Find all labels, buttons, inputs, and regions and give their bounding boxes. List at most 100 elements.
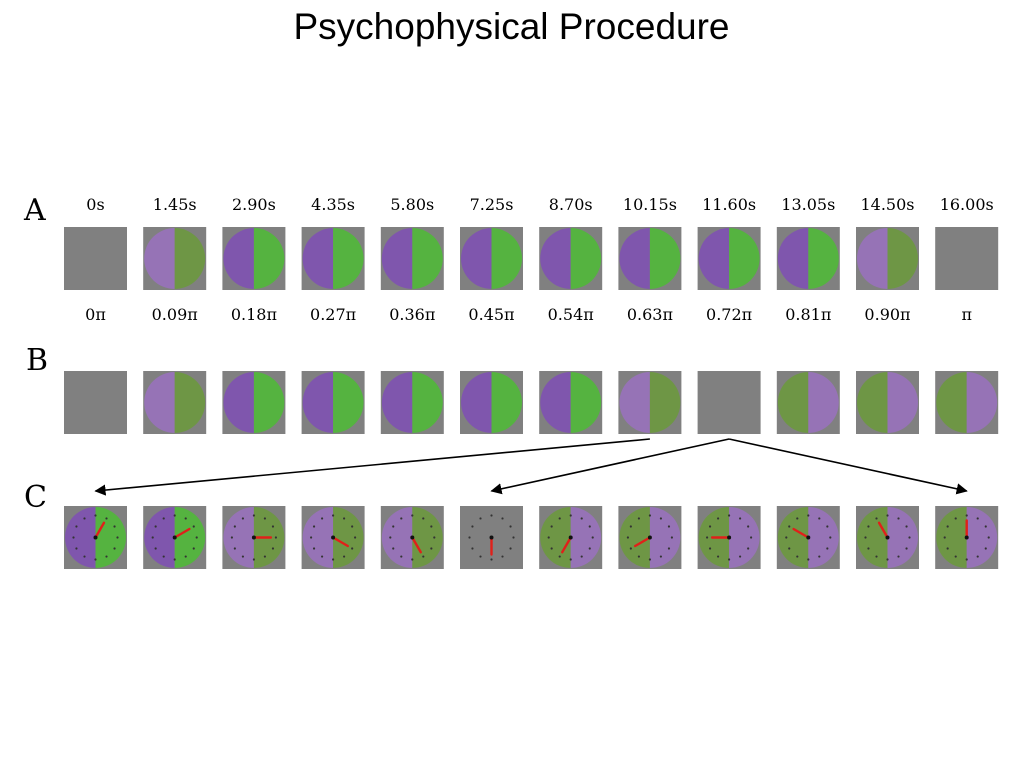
clock-tick: [708, 547, 712, 550]
clock-tick: [274, 536, 277, 539]
frame-c: [460, 506, 523, 569]
clock-tick: [965, 514, 968, 517]
clock-tick: [591, 536, 594, 539]
phase-label: 0.18π: [231, 305, 277, 324]
clock-tick: [162, 517, 165, 520]
clock-tick: [422, 517, 425, 520]
clock-tick: [509, 525, 512, 528]
clock-tick: [905, 547, 908, 550]
time-label: 5.80s: [390, 195, 434, 214]
clock-tick: [886, 514, 889, 517]
clock-face: [468, 514, 515, 561]
time-label: 10.15s: [623, 195, 677, 214]
clock-tick: [897, 517, 900, 520]
clock-center: [964, 535, 969, 540]
phase-label: 0.54π: [548, 305, 594, 324]
clock-tick: [818, 517, 821, 520]
frame-a: [64, 227, 127, 290]
frame-b: [935, 371, 999, 434]
frame-a: [143, 227, 207, 290]
clock-tick: [667, 547, 671, 550]
clock-tick: [670, 536, 674, 539]
clock-tick: [626, 536, 630, 539]
clock-tick: [785, 536, 788, 539]
frame-c: [539, 506, 603, 569]
panel-a-label: A: [23, 193, 46, 228]
time-label: 13.05s: [781, 195, 835, 214]
clock-tick: [788, 547, 791, 550]
clock-tick: [550, 547, 553, 550]
clock-tick: [241, 555, 244, 558]
clock-tick: [321, 517, 324, 520]
time-label: 0s: [86, 195, 104, 214]
clock-tick: [184, 517, 187, 520]
frame-a: [935, 227, 999, 290]
clock-tick: [558, 555, 561, 558]
clock-tick: [310, 536, 313, 539]
frame-b: [222, 371, 286, 434]
clock-face: [389, 514, 436, 561]
clock-tick: [154, 547, 157, 550]
clock-tick: [173, 558, 176, 561]
clock-tick: [312, 547, 316, 550]
clock-tick: [580, 517, 583, 520]
clock-tick: [629, 525, 632, 528]
time-label: 11.60s: [702, 195, 756, 214]
clock-center: [727, 535, 732, 540]
clock-tick: [750, 536, 753, 539]
clock-face: [151, 514, 198, 561]
frame-b: [64, 371, 127, 434]
phase-label: 0π: [85, 305, 106, 324]
phase-label: 0.72π: [706, 305, 752, 324]
frame-a: [856, 227, 919, 290]
phase-label: 0.63π: [627, 305, 673, 324]
clock-center: [251, 535, 256, 540]
clock-tick: [433, 536, 436, 539]
clock-tick: [411, 514, 414, 517]
clock-tick: [479, 517, 482, 520]
clock-tick: [905, 525, 908, 528]
frame-b: [856, 371, 919, 434]
frame-b: [301, 371, 365, 434]
clock-tick: [796, 517, 799, 520]
phase-label: 0.09π: [152, 305, 198, 324]
phase-label: 0.45π: [468, 305, 514, 324]
clock-tick: [195, 536, 198, 539]
clock-tick: [946, 525, 949, 528]
clock-tick: [75, 547, 78, 550]
clock-tick: [430, 525, 433, 528]
frame-b: [460, 371, 523, 434]
clock-tick: [976, 517, 979, 520]
clock-tick: [648, 514, 652, 517]
clock-tick: [728, 558, 731, 561]
clock-hand: [877, 521, 889, 539]
clock-tick: [105, 555, 108, 558]
clock-tick: [154, 525, 157, 528]
clock-tick: [659, 517, 663, 520]
arrow: [728, 438, 968, 495]
clock-tick: [629, 547, 632, 550]
clock-tick: [667, 525, 671, 528]
frame-c: [380, 506, 444, 569]
clock-tick: [637, 517, 641, 520]
clock-tick: [708, 525, 712, 528]
clock-tick: [75, 525, 78, 528]
clock-tick: [400, 517, 403, 520]
time-label: 2.90s: [232, 195, 276, 214]
clock-tick: [987, 536, 990, 539]
clock-tick: [252, 514, 255, 517]
clock-face: [706, 514, 753, 561]
clock-tick: [430, 547, 433, 550]
clock-tick: [558, 517, 561, 520]
clock-tick: [490, 514, 493, 517]
clock-tick: [192, 525, 195, 528]
frame-c: [776, 506, 840, 569]
clock-tick: [728, 514, 731, 517]
clock-tick: [490, 558, 493, 561]
clock-tick: [105, 517, 108, 520]
frame-a: [460, 227, 523, 290]
clock-tick: [807, 558, 810, 561]
clock-tick: [343, 555, 346, 558]
clock-tick: [897, 555, 900, 558]
